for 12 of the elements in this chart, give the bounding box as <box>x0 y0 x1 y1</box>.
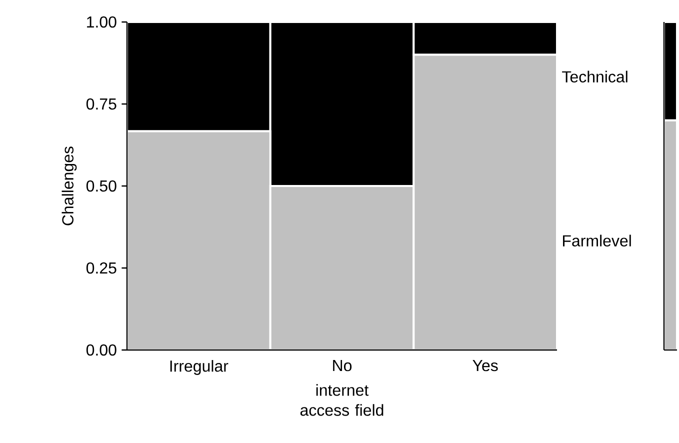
y-tick-label: 0.25 <box>86 262 116 274</box>
y-tick-label: 0.50 <box>86 180 116 192</box>
x-tick-label: No <box>333 360 352 372</box>
x-axis-title: internet access field <box>300 384 384 416</box>
y-tick-label: 0.00 <box>86 344 116 356</box>
series-label: Farmlevel <box>563 234 631 246</box>
x-tick-label: Yes <box>472 360 498 372</box>
x-tick-label: Irregular <box>170 360 228 375</box>
series-label: Technical <box>562 70 628 82</box>
y-tick-label: 0.75 <box>86 98 116 110</box>
y-tick-label: 1.00 <box>87 16 116 28</box>
y-axis-title: Challenges <box>62 146 77 226</box>
